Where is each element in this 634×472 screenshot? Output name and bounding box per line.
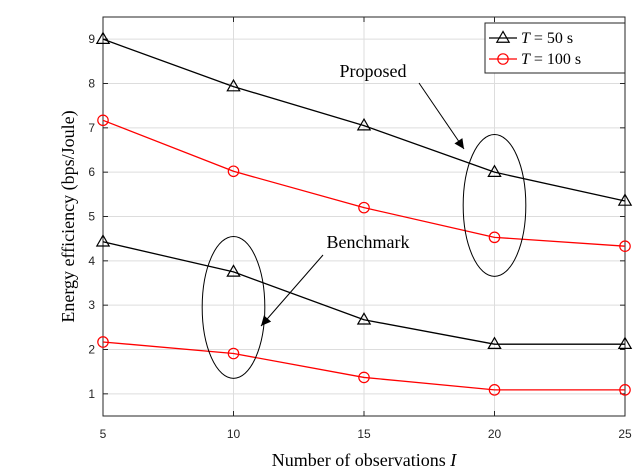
triangle-marker [95,234,111,247]
legend-symbol: T [521,30,531,47]
y-tick-label: 6 [88,165,95,179]
y-tick-label: 3 [88,298,95,312]
proposed-arrow-head [454,138,464,149]
annotations: Proposed Benchmark [201,61,527,379]
axes: 5 10 15 20 25 1 2 3 4 5 6 7 8 9 [88,16,632,441]
y-axis-label: Energy efficiency (bps/Joule) [58,110,79,322]
x-axis-label: Number of observations I [272,450,457,470]
axis-labels: Number of observations I Energy efficienc… [58,110,457,470]
x-tick-label: 20 [488,427,502,441]
proposed-ellipse [462,133,527,277]
proposed-arrow-line [418,82,465,150]
triangle-marker [487,336,502,350]
circle-marker [488,231,501,244]
legend-text: = 50 s [530,30,573,47]
circle-marker [227,165,240,178]
x-tick-label: 5 [100,427,107,441]
legend-box [484,22,626,74]
y-tick-label: 4 [88,254,95,268]
y-tick-label: 8 [88,77,95,91]
triangle-marker [356,312,372,325]
circle-marker [358,201,370,214]
x-tick-label: 15 [357,427,371,441]
legend-symbol: T [521,51,531,68]
y-tick-label: 7 [88,121,95,135]
triangle-marker [226,264,241,277]
legend-label: T = 100 s [521,51,581,68]
data-series [95,31,633,396]
y-tick-label: 2 [88,343,95,357]
triangle-marker [356,117,372,131]
benchmark-label: Benchmark [327,232,410,252]
circle-marker [97,114,109,127]
benchmark-ellipse [201,235,266,379]
benchmark-arrow-head [261,315,272,326]
legend-text: = 100 s [530,51,581,68]
legend-label: T = 50 s [521,30,573,47]
circle-marker [358,371,370,384]
circle-marker [227,347,240,360]
triangle-marker [617,193,633,206]
triangle-marker [487,164,502,177]
triangle-marker [95,31,111,44]
series-line [102,119,626,247]
legend: T = 50 sT = 100 s [484,22,626,74]
y-tick-label: 1 [88,387,95,401]
benchmark-arrow-line [260,254,324,327]
series-line [102,38,626,202]
x-axis-label-symbol: I [449,450,457,470]
circle-marker [619,240,631,253]
series-line [102,241,625,345]
triangle-marker [226,78,241,92]
proposed-label: Proposed [340,61,407,81]
circle-marker [488,384,501,396]
legend-triangle-marker [495,30,511,43]
triangle-marker [617,336,633,350]
x-tick-label: 10 [227,427,241,441]
circle-marker [97,336,109,348]
circle-marker [619,384,631,396]
series-line [102,341,625,391]
y-tick-label: 5 [88,210,95,224]
legend-circle-marker [497,53,509,65]
x-axis-label-text: Number of observations [272,450,450,470]
y-tick-label: 9 [88,32,95,46]
x-tick-label: 25 [618,427,632,441]
